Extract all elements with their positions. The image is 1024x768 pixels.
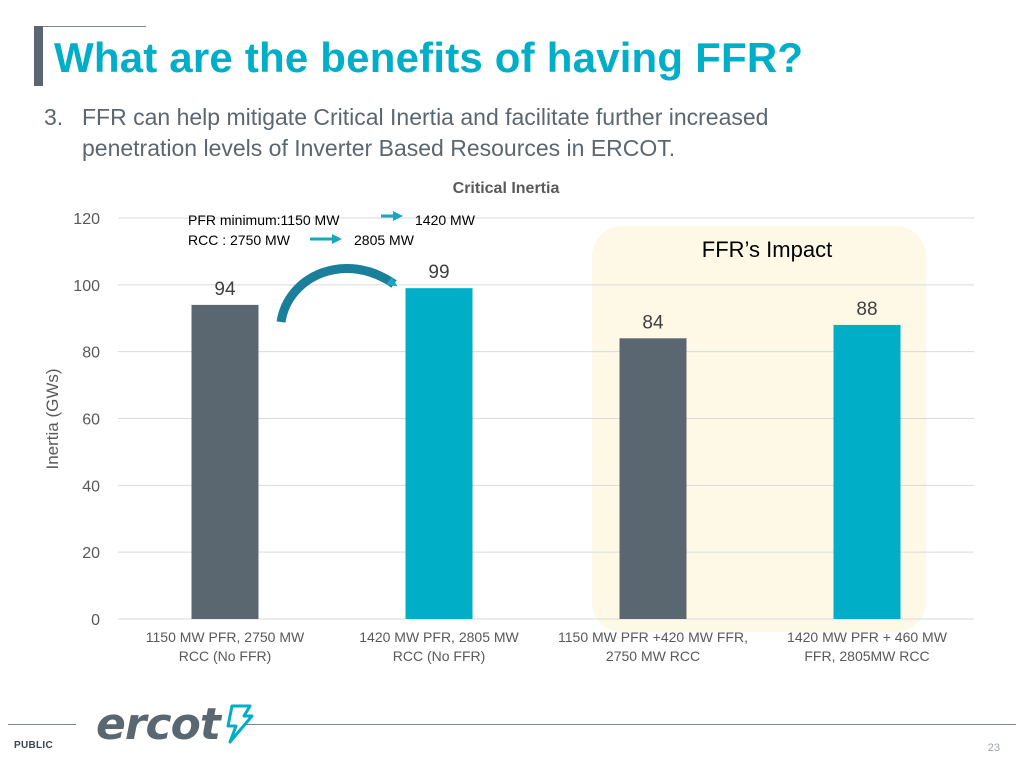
gridlines <box>118 217 974 620</box>
annotation-pfr-right: 1420 MW <box>415 212 476 228</box>
data-label-2: 99 <box>428 262 449 283</box>
annotation-pfr-left: PFR minimum:1150 MW <box>188 212 340 228</box>
critical-inertia-chart: 94 99 84 88 0 20 40 60 80 100 120 1150 MW PFR, 27… <box>43 180 974 664</box>
x-tick-labels: 1150 MW PFR, 2750 MW RCC (No FFR) 1420 MW … <box>146 629 948 664</box>
y-tick-label-120: 120 <box>73 211 100 228</box>
logo-wordmark: ercot <box>96 698 221 750</box>
x-tick-label-4: 1420 MW PFR + 460 MW FFR, 2805MW RCC <box>787 629 948 664</box>
title-rule <box>34 26 146 27</box>
y-tick-label-100: 100 <box>73 278 100 295</box>
x-tick-label-3: 1150 MW PFR +420 MW FFR, 2750 MW RCC <box>558 629 748 664</box>
ffr-impact-label: FFR’s Impact <box>702 237 832 262</box>
footer-rule-left <box>8 724 76 725</box>
bar-3 <box>619 338 687 619</box>
annotation-rcc-left: RCC : 2750 MW <box>188 232 291 248</box>
y-tick-label-60: 60 <box>82 412 100 429</box>
data-label-1: 94 <box>214 279 236 300</box>
x-tick-label-1: 1150 MW PFR, 2750 MW RCC (No FFR) <box>146 629 305 664</box>
bar-4 <box>833 324 901 619</box>
data-labels: 94 99 84 88 <box>214 262 877 333</box>
y-tick-label-80: 80 <box>82 345 100 362</box>
data-label-3: 84 <box>642 312 664 333</box>
page-number: 23 <box>987 742 1000 754</box>
y-tick-label-20: 20 <box>82 545 100 562</box>
y-axis-label: Inertia (GWs) <box>43 368 62 469</box>
y-tick-label-40: 40 <box>82 478 100 495</box>
slide-title: What are the benefits of having FFR? <box>54 34 804 81</box>
footer-rule-right <box>246 724 1016 725</box>
title-accent-bar <box>34 26 43 86</box>
lightning-icon <box>226 704 254 744</box>
classification-label: PUBLIC <box>14 740 54 751</box>
bullet-number: 3. <box>44 104 64 130</box>
bar-2 <box>405 288 473 619</box>
bullet-text: FFR can help mitigate Critical Inertia a… <box>82 104 769 161</box>
bullet-point: 3. FFR can help mitigate Critical Inerti… <box>44 102 864 164</box>
chart-title: Critical Inertia <box>453 180 560 197</box>
y-tick-label-0: 0 <box>91 612 100 629</box>
y-tick-labels: 0 20 40 60 80 100 120 <box>73 211 100 629</box>
bar-1 <box>191 304 259 619</box>
x-tick-label-2: 1420 MW PFR, 2805 MW RCC (No FFR) <box>359 629 519 664</box>
ercot-logo: ercot <box>96 698 254 750</box>
data-label-4: 88 <box>856 299 877 320</box>
bars <box>191 288 901 619</box>
curved-arrow <box>276 263 398 323</box>
annotation-rcc-right: 2805 MW <box>354 232 415 248</box>
